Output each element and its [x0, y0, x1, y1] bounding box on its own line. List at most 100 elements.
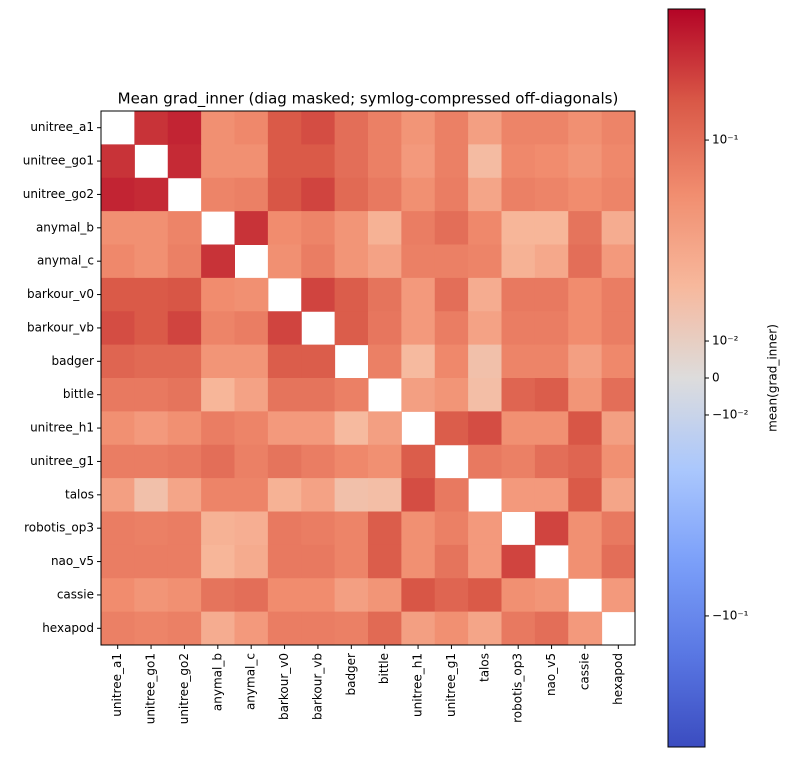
- heatmap-cell: [101, 177, 135, 212]
- heatmap-cell: [568, 478, 603, 512]
- heatmap-cell: [134, 211, 169, 245]
- heatmap-cell: [301, 111, 336, 145]
- heatmap-cell: [568, 444, 603, 479]
- heatmap-cell: [101, 144, 135, 179]
- heatmap-cell: [434, 211, 469, 245]
- y-tick-label: unitree_go1: [23, 154, 94, 168]
- heatmap-cell: [401, 244, 436, 279]
- heatmap-cell: [501, 144, 536, 179]
- heatmap-cell: [301, 144, 336, 179]
- heatmap-cell: [501, 177, 536, 212]
- heatmap-cell: [601, 111, 636, 145]
- heatmap-cell: [468, 311, 502, 346]
- x-tick-label: anymal_c: [244, 653, 258, 710]
- heatmap-cell: [134, 177, 169, 212]
- heatmap-cell: [434, 144, 469, 179]
- heatmap-cell: [534, 277, 569, 312]
- heatmap-cell: [368, 111, 402, 145]
- heatmap-cell: [368, 211, 402, 245]
- x-tick-label: anymal_b: [210, 653, 224, 711]
- heatmap-cell: [468, 244, 502, 279]
- heatmap-cell: [301, 244, 336, 279]
- heatmap-cell: [401, 544, 436, 579]
- heatmap-cell: [534, 478, 569, 512]
- heatmap-cell: [101, 277, 135, 312]
- heatmap-cell: [134, 611, 169, 646]
- heatmap-cell: [601, 378, 636, 412]
- heatmap-cell: [468, 177, 502, 212]
- heatmap-cell: [234, 411, 269, 446]
- heatmap-cell: [334, 378, 369, 412]
- heatmap-cell: [534, 378, 569, 412]
- heatmap-cell: [334, 478, 369, 512]
- heatmap-cell: [234, 478, 269, 512]
- heatmap-cell: [368, 411, 402, 446]
- heatmap-cell: [201, 344, 235, 379]
- colorbar-tick-label: 10⁻¹: [712, 133, 739, 147]
- heatmap-cell: [167, 378, 202, 412]
- heatmap-cell: [601, 411, 636, 446]
- heatmap-cell: [334, 611, 369, 646]
- heatmap-cell: [401, 144, 436, 179]
- colorbar: [667, 8, 706, 748]
- heatmap-cell: [401, 378, 436, 412]
- x-tick-label: badger: [344, 653, 358, 696]
- heatmap-cell: [468, 277, 502, 312]
- heatmap-cell: [601, 244, 636, 279]
- heatmap-cell: [301, 511, 336, 546]
- heatmap-cell: [301, 478, 336, 512]
- y-tick-label: bittle: [63, 387, 94, 401]
- heatmap-cell: [368, 311, 402, 346]
- heatmap-cell: [468, 111, 502, 145]
- y-tick-label: barkour_v0: [27, 287, 94, 301]
- heatmap-cell: [468, 144, 502, 179]
- heatmap-cell: [601, 177, 636, 212]
- heatmap-cell: [201, 144, 235, 179]
- heatmap-cell: [101, 544, 135, 579]
- heatmap-cell: [167, 444, 202, 479]
- heatmap-cell: [101, 411, 135, 446]
- heatmap-cell: [201, 611, 235, 646]
- heatmap-cell: [167, 478, 202, 512]
- heatmap-cell: [334, 211, 369, 245]
- heatmap-cell: [601, 511, 636, 546]
- heatmap-cell: [267, 111, 302, 145]
- heatmap-cell: [434, 611, 469, 646]
- heatmap-cell: [568, 177, 603, 212]
- x-tick-label: unitree_g1: [444, 653, 458, 717]
- heatmap-cell: [401, 111, 436, 145]
- heatmap-cell: [568, 244, 603, 279]
- heatmap-cell: [434, 544, 469, 579]
- heatmap-cell: [434, 277, 469, 312]
- x-tick-label: hexapod: [611, 653, 625, 705]
- heatmap-cell: [534, 111, 569, 145]
- heatmap-cell: [568, 411, 603, 446]
- heatmap-cell: [601, 544, 636, 579]
- heatmap-cell: [101, 578, 135, 613]
- heatmap-cell: [201, 511, 235, 546]
- heatmap-cell: [267, 611, 302, 646]
- heatmap-cell: [134, 344, 169, 379]
- heatmap-cell: [501, 244, 536, 279]
- heatmap-cell: [234, 177, 269, 212]
- heatmap-cell: [234, 611, 269, 646]
- y-tick-label: badger: [51, 354, 94, 368]
- heatmap-cell: [468, 411, 502, 446]
- heatmap-cell: [401, 511, 436, 546]
- heatmap-cell: [301, 344, 336, 379]
- y-tick-label: unitree_a1: [30, 120, 94, 134]
- heatmap-cell: [267, 411, 302, 446]
- heatmap-cell: [234, 444, 269, 479]
- heatmap-cell: [334, 144, 369, 179]
- heatmap-cell: [267, 344, 302, 379]
- heatmap-cell: [568, 611, 603, 646]
- heatmap-cell: [134, 311, 169, 346]
- heatmap-cell: [534, 444, 569, 479]
- heatmap-cell: [568, 511, 603, 546]
- heatmap-cell: [601, 311, 636, 346]
- heatmap-cell: [501, 444, 536, 479]
- heatmap-cell: [434, 511, 469, 546]
- heatmap-cell: [334, 244, 369, 279]
- heatmap-cell: [234, 511, 269, 546]
- heatmap-cell: [434, 578, 469, 613]
